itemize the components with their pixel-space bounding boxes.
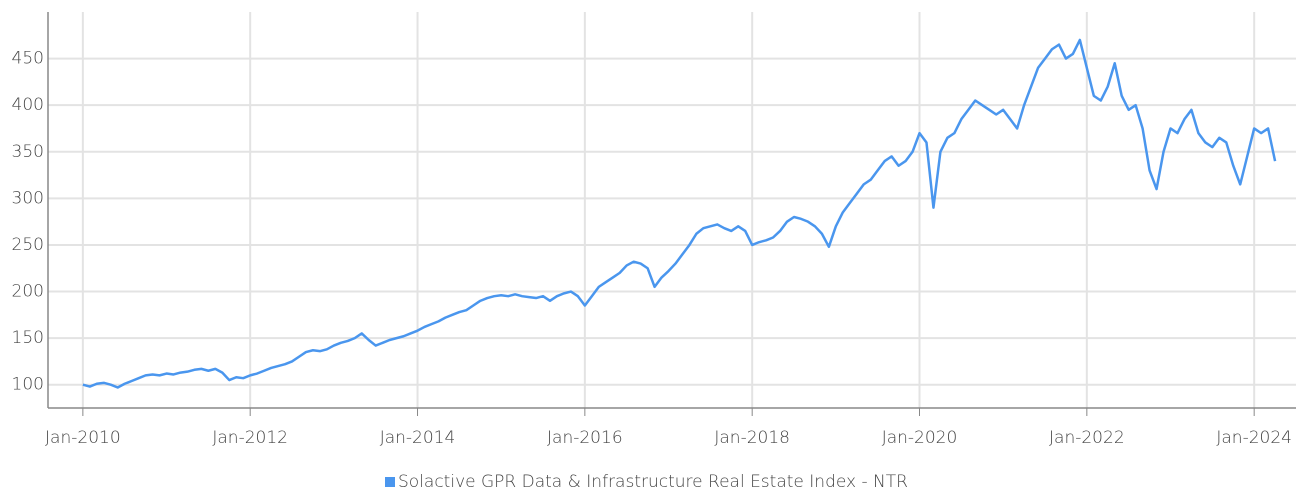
x-tick-label: Jan-2018 (714, 428, 790, 448)
y-tick-label: 300 (12, 188, 44, 208)
y-tick-label: 450 (12, 49, 44, 69)
y-tick-label: 100 (12, 375, 44, 395)
legend-swatch (385, 477, 395, 487)
y-tick-label: 200 (12, 282, 44, 302)
y-tick-label: 250 (12, 235, 44, 255)
x-tick-label: Jan-2020 (882, 428, 958, 448)
x-tick-label: Jan-2016 (547, 428, 623, 448)
y-tick-label: 350 (12, 142, 44, 162)
y-tick-label: 400 (12, 95, 44, 115)
y-tick-label: 150 (12, 328, 44, 348)
line (82, 38, 1277, 389)
legend-label: Solactive GPR Data & Infrastructure Real… (398, 472, 908, 492)
x-tick-label: Jan-2024 (1216, 428, 1292, 448)
x-tick-label: Jan-2014 (380, 428, 456, 448)
x-tick-label: Jan-2022 (1049, 428, 1125, 448)
x-tick-label: Jan-2010 (45, 428, 121, 448)
x-tick-label: Jan-2012 (212, 428, 288, 448)
